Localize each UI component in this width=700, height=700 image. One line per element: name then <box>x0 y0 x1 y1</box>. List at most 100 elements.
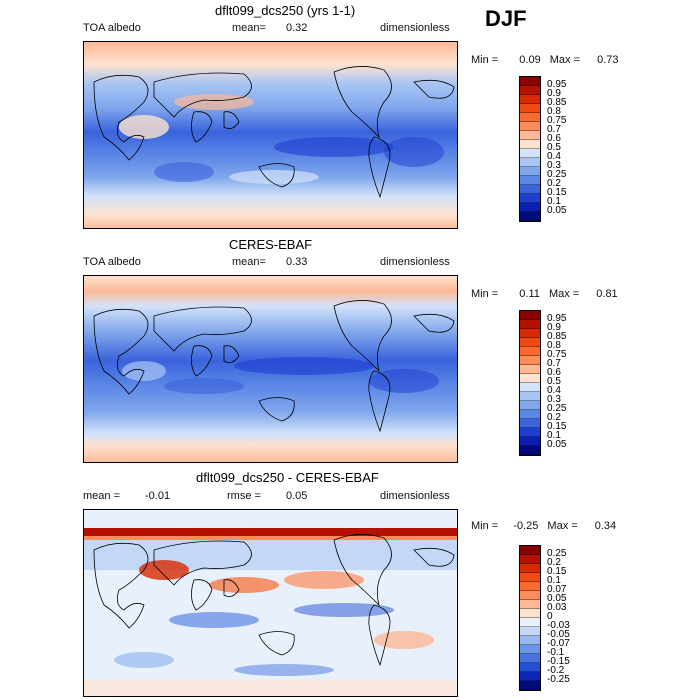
colorbar-swatch <box>520 176 540 185</box>
panel2-title: CERES-EBAF <box>229 237 313 252</box>
panel3-rmse-value: 0.05 <box>286 490 308 502</box>
colorbar-tick-label: 0.15 <box>547 566 567 577</box>
colorbar-tick-label: -0.1 <box>547 647 565 658</box>
panel2-units: dimensionless <box>380 256 450 268</box>
colorbar-swatch <box>520 131 540 140</box>
colorbar-swatch <box>520 618 540 627</box>
colorbar-swatches <box>519 310 541 456</box>
colorbar-tick-label: 0.07 <box>547 584 567 595</box>
colorbar-swatch <box>520 158 540 167</box>
colorbar-swatch <box>520 185 540 194</box>
colorbar-tick-label: 0.05 <box>547 593 567 604</box>
season-label: DJF <box>485 6 527 31</box>
colorbar-tick-label: 0.8 <box>547 340 561 351</box>
colorbar-swatch <box>520 591 540 600</box>
colorbar-swatch <box>520 104 540 113</box>
panel1-max-value: 0.73 <box>597 54 619 66</box>
panel1-title: dflt099_dcs250 (yrs 1-1) <box>215 3 356 18</box>
panel2-field-label: TOA albedo <box>83 256 141 268</box>
colorbar-swatch <box>520 437 540 446</box>
colorbar-tick-label: 0.5 <box>547 142 561 153</box>
colorbar-tick-label: 0.25 <box>547 548 567 559</box>
colorbar-tick-label: 0.05 <box>547 439 567 450</box>
colorbar-tick-label: 0.75 <box>547 115 567 126</box>
colorbar-swatch <box>520 140 540 149</box>
panel3-max-value: 0.34 <box>594 520 617 532</box>
colorbar-tick-label: 0.05 <box>547 205 567 216</box>
colorbar-swatch <box>520 203 540 212</box>
colorbar-swatch <box>520 365 540 374</box>
colorbar-tick-label: 0.85 <box>547 97 567 108</box>
colorbar-tick-label: 0.4 <box>547 385 561 396</box>
panel1-units: dimensionless <box>380 22 450 34</box>
colorbar-swatch <box>520 555 540 564</box>
colorbar-swatch <box>520 113 540 122</box>
colorbar-swatch <box>520 627 540 636</box>
colorbar-swatch <box>520 347 540 356</box>
colorbar-swatch <box>520 167 540 176</box>
panel2-stats: Min = 0.11 Max = 0.81 <box>471 288 618 300</box>
colorbar-tick-label: 0.9 <box>547 88 561 99</box>
colorbar-swatch <box>520 374 540 383</box>
colorbar-tick-label: 0.15 <box>547 421 567 432</box>
colorbar-tick-label: 0.1 <box>547 196 561 207</box>
colorbar-swatch <box>520 212 540 221</box>
colorbar-tick-label: 0.2 <box>547 412 561 423</box>
panel2-mean-label: mean= <box>232 256 266 268</box>
panel3-mean-value: -0.01 <box>145 490 171 502</box>
panel1-min-label: Min = <box>471 54 499 66</box>
colorbar-swatch <box>520 401 540 410</box>
panel3-min-label: Min = <box>471 520 499 532</box>
colorbar-swatches <box>519 76 541 222</box>
colorbar-swatch <box>520 419 540 428</box>
colorbar-swatch <box>520 410 540 419</box>
panel3-title: dflt099_dcs250 - CERES-EBAF <box>196 470 379 485</box>
colorbar-tick-label: 0.15 <box>547 187 567 198</box>
colorbar-swatch <box>520 149 540 158</box>
colorbar-swatch <box>520 311 540 320</box>
panel2-max-value: 0.81 <box>596 288 618 300</box>
colorbar-swatch <box>520 636 540 645</box>
colorbar-swatch <box>520 672 540 681</box>
colorbar-tick-label: 0.7 <box>547 358 561 369</box>
panel3-stats: Min = -0.25 Max = 0.34 <box>471 520 616 532</box>
panel3-rmse-label: rmse = <box>227 490 261 502</box>
colorbar-tick-label: 0.3 <box>547 160 561 171</box>
panel1-min-value: 0.09 <box>519 54 541 66</box>
colorbar-tick-label: 0.25 <box>547 169 567 180</box>
colorbar-tick-label: -0.07 <box>547 638 570 649</box>
colorbar-tick-label: 0.2 <box>547 178 561 189</box>
colorbar-swatch <box>520 329 540 338</box>
colorbar-tick-label: 0.6 <box>547 367 561 378</box>
colorbar-swatch <box>520 320 540 329</box>
panel1-stats: Min = 0.09 Max = 0.73 <box>471 54 619 66</box>
panel3-min-value: -0.25 <box>513 520 539 532</box>
panel3-map <box>83 509 458 697</box>
panel1-mean-label: mean= <box>232 22 266 34</box>
colorbar-tick-label: 0.2 <box>547 557 561 568</box>
colorbar-tick-label: 0 <box>547 611 553 622</box>
colorbar-tick-label: -0.25 <box>547 674 570 685</box>
panel1-field-label: TOA albedo <box>83 22 141 34</box>
colorbar-swatch <box>520 681 540 690</box>
colorbar-tick-label: 0.75 <box>547 349 567 360</box>
colorbar-swatch <box>520 609 540 618</box>
colorbar-swatch <box>520 645 540 654</box>
panel2-max-label: Max = <box>548 288 580 300</box>
colorbar-tick-label: 0.95 <box>547 313 567 324</box>
colorbar-tick-label: 0.7 <box>547 124 561 135</box>
colorbar-swatch <box>520 582 540 591</box>
colorbar-swatch <box>520 95 540 104</box>
colorbar-swatch <box>520 564 540 573</box>
colorbar-swatch <box>520 654 540 663</box>
panel3-units: dimensionless <box>380 490 450 502</box>
colorbar-tick-label: -0.05 <box>547 629 570 640</box>
colorbar-tick-label: -0.15 <box>547 656 570 667</box>
colorbar-swatch <box>520 77 540 86</box>
panel2-map <box>83 275 458 463</box>
colorbar-swatch <box>520 600 540 609</box>
panel2-map-graphic <box>84 276 457 462</box>
colorbar-tick-label: 0.1 <box>547 575 561 586</box>
colorbar-swatch <box>520 428 540 437</box>
colorbar-tick-label: 0.1 <box>547 430 561 441</box>
